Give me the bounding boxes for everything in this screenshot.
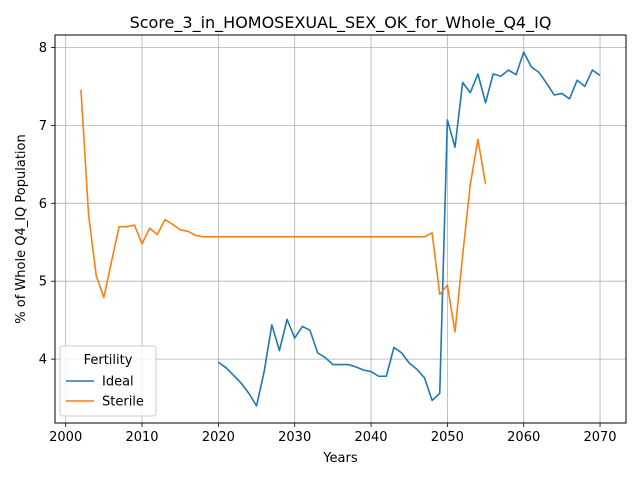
axis-ticks: 2000 2010 2020 2030 2040 2050 2060 2070 4 5 6 7 8 — [39, 41, 617, 445]
y-tick-label: 8 — [39, 41, 47, 56]
legend: Fertility Ideal Sterile — [59, 345, 157, 417]
legend-box — [59, 345, 157, 417]
x-tick-label: 2040 — [354, 430, 387, 445]
series-line-ideal — [217, 51, 601, 407]
chart-title: Score_3_in_HOMOSEXUAL_SEX_OK_for_Whole_Q… — [130, 13, 552, 33]
x-tick-label: 2010 — [125, 430, 158, 445]
plot-series — [80, 51, 601, 407]
x-tick-label: 2000 — [49, 430, 82, 445]
y-tick-label: 5 — [39, 275, 47, 290]
x-axis-label: Years — [322, 451, 358, 466]
legend-label-sterile: Sterile — [102, 395, 144, 410]
y-axis-label: % of Whole Q4_IQ Population — [14, 134, 29, 323]
grid — [55, 35, 626, 423]
plot-frame — [54, 34, 627, 424]
x-tick-label: 2020 — [202, 430, 235, 445]
legend-entries: Ideal Sterile — [66, 375, 144, 410]
y-tick-label: 7 — [39, 119, 47, 134]
series-line-sterile — [80, 89, 487, 333]
legend-title: Fertility — [84, 353, 133, 368]
y-tick-label: 4 — [39, 353, 47, 368]
legend-label-ideal: Ideal — [102, 375, 134, 390]
x-tick-label: 2030 — [278, 430, 311, 445]
y-tick-label: 6 — [39, 197, 47, 212]
x-tick-label: 2060 — [507, 430, 540, 445]
x-tick-label: 2050 — [431, 430, 464, 445]
x-tick-label: 2070 — [583, 430, 616, 445]
